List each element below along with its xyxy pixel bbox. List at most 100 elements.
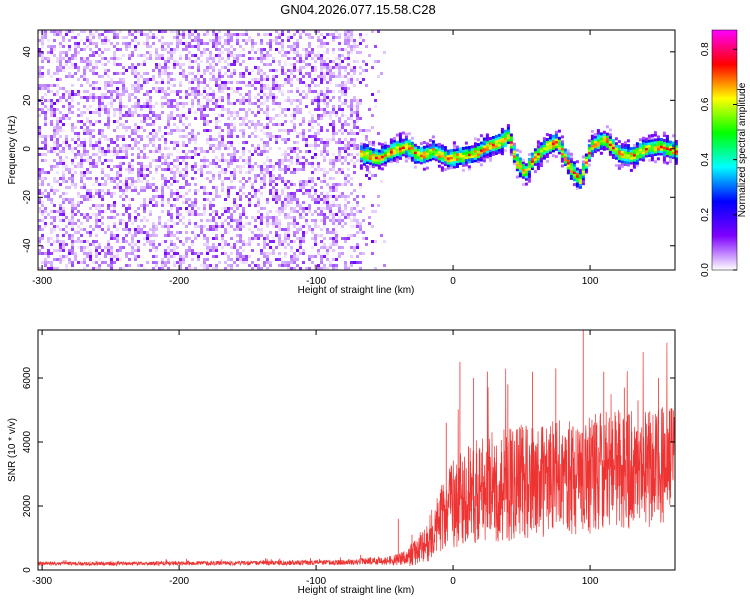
spectrogram-cell — [77, 261, 80, 264]
spectrogram-cell — [116, 228, 119, 231]
spectrogram-cell — [395, 160, 399, 164]
spectrogram-cell — [194, 96, 197, 99]
spectrogram-cell — [290, 159, 293, 162]
spectrogram-cell — [164, 69, 167, 72]
spectrogram-cell — [164, 60, 167, 63]
spectrogram-cell — [158, 81, 161, 84]
spectrogram-cell — [266, 108, 269, 111]
spectrogram-cell — [146, 90, 149, 93]
spectrogram-cell — [395, 155, 399, 159]
spectrogram-cell — [320, 207, 323, 210]
spectrogram-cell — [287, 201, 290, 204]
spectrogram-cell — [260, 192, 263, 195]
spectrogram-cell — [377, 161, 381, 165]
spectrogram-cell — [347, 174, 350, 177]
spectrogram-cell — [143, 153, 146, 156]
spectrogram-cell — [266, 201, 269, 204]
spectrogram-cell — [128, 183, 131, 186]
spectrogram-cell — [56, 84, 59, 87]
spectrogram-cell — [320, 81, 323, 84]
spectrogram-cell — [281, 138, 284, 141]
spectrogram-cell — [608, 147, 612, 151]
spectrogram-cell — [506, 131, 510, 135]
spectrogram-cell — [227, 207, 230, 210]
spectrogram-cell — [239, 54, 242, 57]
spectrogram-cell — [440, 144, 444, 148]
spectrogram-cell — [77, 120, 80, 123]
spectrogram-cell — [278, 87, 281, 90]
spectrogram-cell — [155, 36, 158, 39]
spectrogram-cell — [335, 114, 338, 117]
spectrogram-cell — [311, 120, 314, 123]
spectrogram-cell — [275, 198, 278, 201]
spectrogram-cell — [338, 252, 341, 255]
spectrogram-cell — [584, 170, 588, 174]
spectrogram-cell — [578, 176, 582, 180]
spectrogram-cell — [545, 155, 549, 158]
spectrogram-cell — [137, 192, 140, 195]
spectrogram-cell — [170, 216, 173, 219]
spectrogram-cell — [302, 192, 305, 195]
spectrogram-cell — [218, 132, 221, 135]
spectrogram-cell — [221, 45, 224, 48]
spectrogram-cell — [278, 162, 281, 165]
spectrogram-cell — [371, 162, 375, 166]
spectrogram-cell — [101, 39, 104, 42]
spectrogram-cell — [128, 99, 131, 102]
spectrogram-cell — [452, 160, 456, 164]
spectrogram-cell — [260, 150, 263, 153]
spectrogram-cell — [185, 162, 188, 165]
spectrogram-cell — [341, 210, 344, 213]
spectrogram-cell — [569, 157, 573, 161]
spectrogram-cell — [368, 129, 371, 132]
spectrogram-cell — [476, 148, 480, 151]
spectrogram-cell — [251, 111, 254, 114]
spectrogram-cell — [38, 192, 41, 195]
spectrogram-cell — [299, 216, 302, 219]
spectrogram-cell — [146, 156, 149, 159]
spectrogram-cell — [347, 81, 350, 84]
spectrogram-cell — [479, 158, 483, 162]
spectrogram-cell — [221, 36, 224, 39]
spectrogram-cell — [341, 192, 344, 195]
spectrogram-cell — [152, 243, 155, 246]
spectrogram-cell — [89, 159, 92, 162]
spectrogram-cell — [335, 63, 338, 66]
spectrogram-cell — [218, 69, 221, 72]
spectrogram-cell — [497, 136, 501, 140]
spectrogram-cell — [77, 225, 80, 228]
spectrogram-cell — [248, 150, 251, 153]
spectrogram-cell — [665, 142, 669, 146]
spectrogram-cell — [167, 219, 170, 222]
spectrogram-cell — [569, 172, 573, 175]
spectrogram-cell — [152, 255, 155, 258]
spectrogram-cell — [194, 162, 197, 165]
spectrogram-cell — [230, 36, 233, 39]
spectrogram-cell — [386, 149, 390, 153]
spectrogram-cell — [206, 93, 209, 96]
spectrogram-cell — [41, 237, 44, 240]
spectrogram-cell — [239, 228, 242, 231]
spectrogram-cell — [269, 147, 272, 150]
spectrogram-cell — [50, 189, 53, 192]
spectrogram-cell — [206, 240, 209, 243]
spectrogram-cell — [230, 45, 233, 48]
spectrogram-cell — [227, 258, 230, 261]
spectrogram-cell — [344, 129, 347, 132]
spectrogram-cell — [434, 155, 438, 159]
spectrogram-cell — [146, 123, 149, 126]
spectrogram-cell — [278, 129, 281, 132]
spectrogram-cell — [116, 126, 119, 129]
spectrogram-cell — [44, 141, 47, 144]
spectrogram-cell — [227, 255, 230, 258]
spectrogram-cell — [146, 99, 149, 102]
spectrogram-cell — [266, 54, 269, 57]
spectrogram-cell — [305, 84, 308, 87]
spectrogram-cell — [542, 137, 546, 141]
spectrogram-cell — [83, 57, 86, 60]
spectrogram-cell — [140, 75, 143, 78]
spectrogram-cell — [215, 147, 218, 150]
spectrogram-cell — [152, 177, 155, 180]
spectrogram-cell — [257, 174, 260, 177]
spectrogram-cell — [227, 195, 230, 198]
